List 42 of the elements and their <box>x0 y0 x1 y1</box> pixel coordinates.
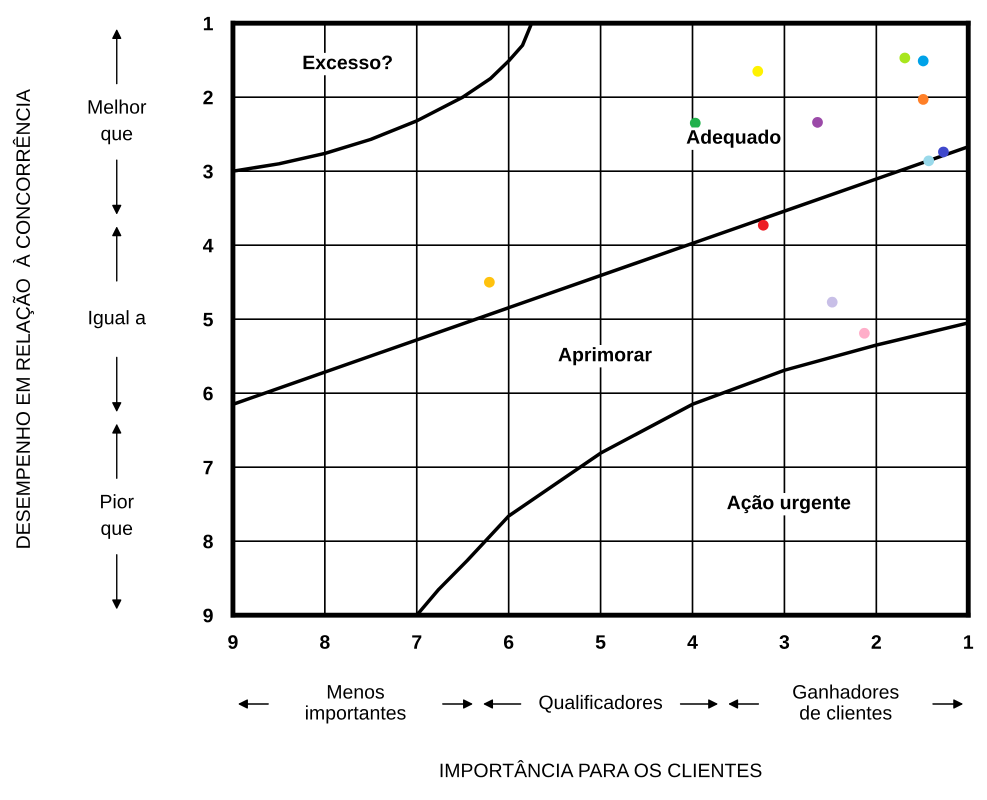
y-tick-label: 4 <box>202 238 214 252</box>
text: Ganhadores de clientes <box>793 684 899 720</box>
annotation: Ação urgente <box>727 495 850 514</box>
y-tick-label: 3 <box>203 164 213 178</box>
x-tick-label: 8 <box>320 635 330 649</box>
text: DESEMPENHO EM RELAÇÃO À CONCORRÊNCIA <box>12 89 34 548</box>
y-tick-label: 9 <box>203 608 213 622</box>
point <box>812 116 823 128</box>
text: Melhor que <box>88 100 146 144</box>
x-tick-label: 3 <box>779 635 790 649</box>
annotation: Adequado <box>686 130 780 148</box>
x-tick-label: 7 <box>412 635 422 649</box>
point <box>918 94 929 105</box>
point <box>923 155 934 166</box>
point <box>826 296 838 308</box>
point <box>752 66 764 77</box>
text: IMPORTÂNCIA PARA OS CLIENTES <box>440 760 762 778</box>
annotation: Aprimorar <box>558 347 652 366</box>
y-tick-label: 5 <box>203 312 213 326</box>
x-tick-label: 9 <box>228 635 238 649</box>
point <box>690 118 701 128</box>
x-tick-label: 6 <box>504 635 514 649</box>
text: Igual a <box>89 310 146 328</box>
y-tick-label: 8 <box>203 534 213 548</box>
y-tick-label: 2 <box>203 90 213 104</box>
y-tick-label: 1 <box>204 16 213 30</box>
x-tick-label: 4 <box>687 635 698 649</box>
point <box>859 328 870 339</box>
x-tick-label: 1 <box>964 635 974 649</box>
text: Pior que <box>101 494 134 539</box>
point <box>899 52 910 64</box>
y-tick-label: 7 <box>204 460 213 474</box>
text: Qualificadores <box>539 694 662 713</box>
text: Menos importantes <box>306 685 406 724</box>
x-tick-label: 2 <box>872 635 881 649</box>
annotation: Excesso? <box>304 56 392 70</box>
point <box>938 146 949 158</box>
point <box>758 220 769 231</box>
point <box>484 276 495 288</box>
x-tick-label: 5 <box>596 635 606 649</box>
y-tick-label: 6 <box>203 386 213 400</box>
point <box>918 56 929 66</box>
